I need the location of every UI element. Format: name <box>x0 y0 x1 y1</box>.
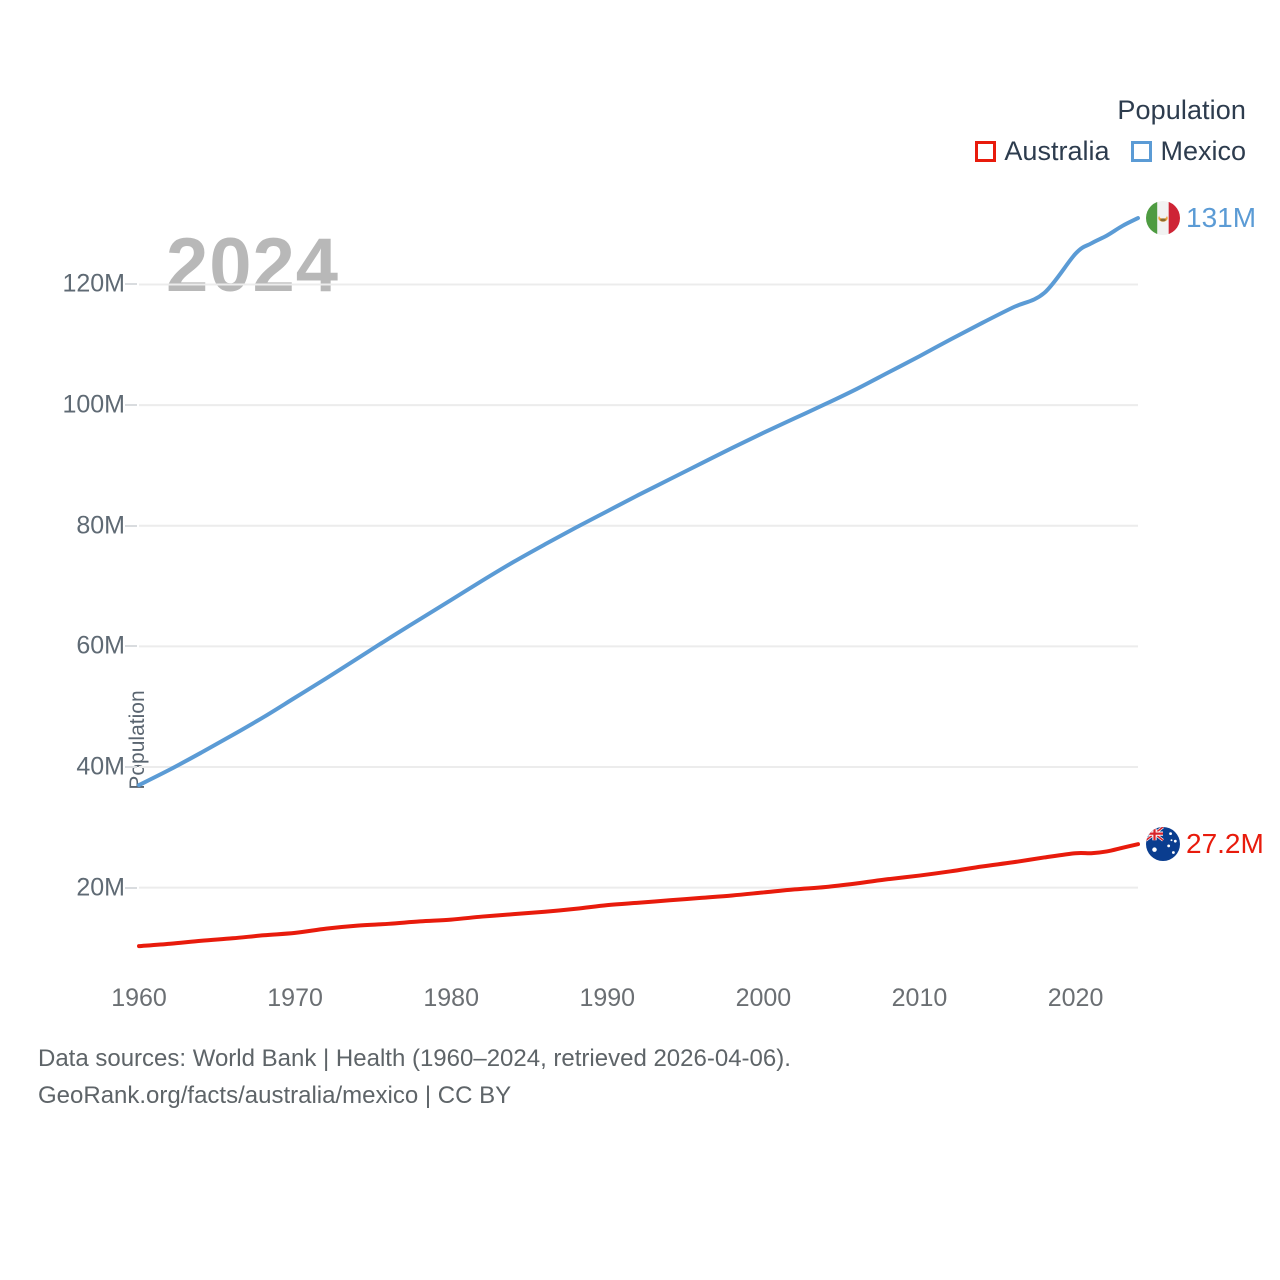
legend-label-mexico: Mexico <box>1160 135 1246 166</box>
y-tick-mark <box>125 524 137 527</box>
plot-lines <box>137 216 1140 949</box>
x-tick-label: 1960 <box>111 984 167 1012</box>
year-watermark: 2024 <box>166 223 340 308</box>
legend-item-mexico[interactable]: Mexico <box>1131 135 1246 166</box>
series-line-mexico <box>137 216 1140 788</box>
y-tick-mark <box>125 765 137 768</box>
y-tick-label: 60M <box>76 631 125 660</box>
mexico-flag-icon <box>1146 201 1180 236</box>
y-tick-mark <box>125 404 137 407</box>
legend-items: Australia Mexico <box>975 135 1246 166</box>
legend-label-australia: Australia <box>1004 135 1110 166</box>
footer-line-sources: Data sources: World Bank | Health (1960–… <box>38 1045 791 1072</box>
legend-swatch-mexico <box>1131 140 1153 162</box>
x-tick-label: 2020 <box>1047 984 1104 1012</box>
y-tick-mark <box>125 283 137 286</box>
chart-footer: Data sources: World Bank | Health (1960–… <box>38 1040 791 1114</box>
end-value-australia: 27.2M <box>1186 828 1264 860</box>
x-tick-label: 1980 <box>423 984 479 1012</box>
legend-title: Population <box>1117 95 1246 125</box>
x-tick-label: 2010 <box>891 984 948 1012</box>
y-tick-label: 20M <box>76 873 125 902</box>
end-label-mexico: 131M <box>1146 201 1257 236</box>
series-line-australia <box>137 842 1140 949</box>
chart-legend: Population Australia Mexico <box>975 95 1246 166</box>
y-tick-label: 80M <box>76 511 125 540</box>
end-label-australia: 27.2M <box>1146 827 1264 862</box>
plot-area: Population 20M 40M 60M 80M 100M 120M 1960 1970… <box>62 200 1264 1011</box>
y-tick-label: 120M <box>62 269 125 298</box>
end-value-mexico: 131M <box>1186 202 1257 234</box>
x-tick-label: 1990 <box>579 984 636 1012</box>
legend-item-australia[interactable]: Australia <box>975 135 1110 166</box>
y-tick-mark <box>125 645 137 648</box>
footer-line-attribution[interactable]: GeoRank.org/facts/australia/mexico | CC … <box>38 1082 512 1110</box>
legend-swatch-australia <box>975 140 997 162</box>
y-tick-mark <box>125 886 137 889</box>
y-tick-label: 100M <box>62 390 125 419</box>
x-tick-label: 2000 <box>735 984 792 1012</box>
australia-flag-icon <box>1146 827 1180 862</box>
y-tick-label: 40M <box>76 752 125 781</box>
x-tick-label: 1970 <box>267 984 323 1012</box>
